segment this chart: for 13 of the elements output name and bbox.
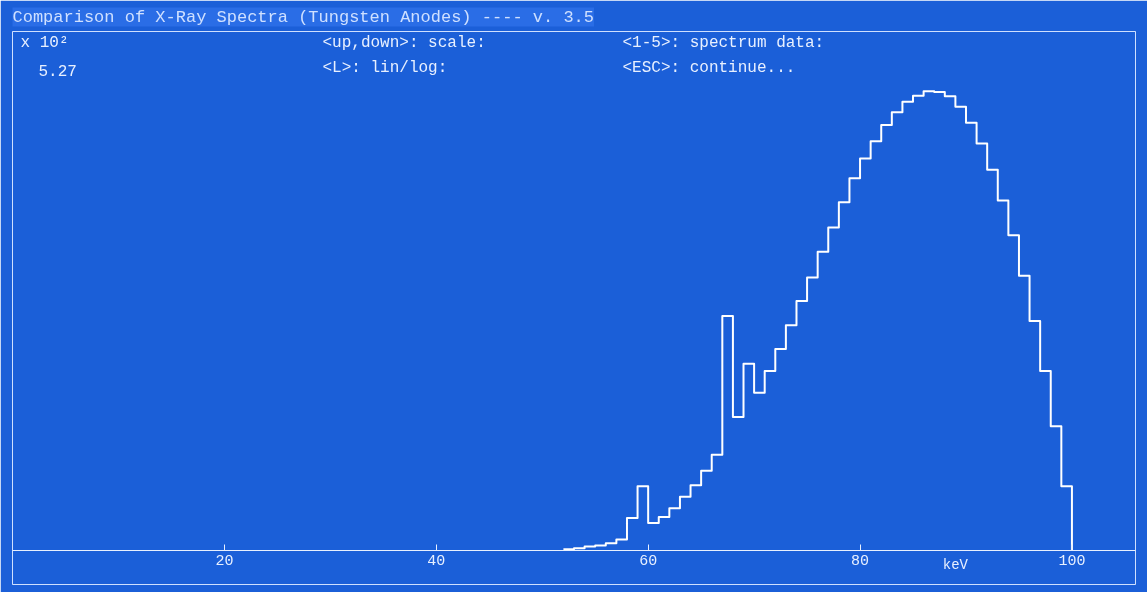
chart-title: Comparison of X-Ray Spectra (Tungsten Anodes) ---- v. 3.5 [12, 7, 594, 27]
text: 5.27 [38, 62, 77, 81]
text: <1-5>: spectrum data: [622, 34, 825, 53]
x-tick-label: 40 [427, 553, 446, 571]
x-axis-title: keV [942, 556, 969, 573]
x-tick-label: 100 [1058, 553, 1086, 571]
text: <L>: lin/log: [322, 59, 448, 78]
text: <up,down>: scale: [322, 34, 486, 53]
x-tick-label: 20 [215, 553, 234, 571]
x-tick-label: 60 [639, 553, 658, 571]
x-tick-label: 80 [851, 553, 870, 571]
text: <ESC>: continue... [622, 59, 796, 78]
y-axis-title: x 10² [20, 34, 69, 53]
